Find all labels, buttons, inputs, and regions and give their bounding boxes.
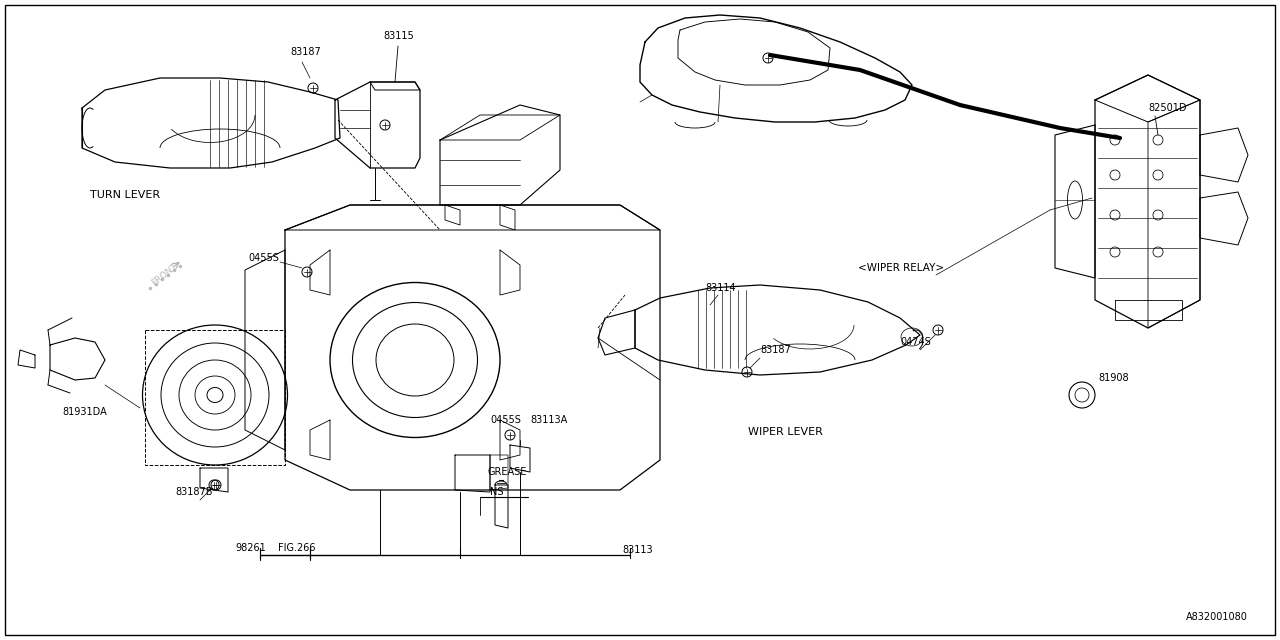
Text: 83187: 83187 (760, 345, 791, 355)
Text: 98261: 98261 (236, 543, 266, 553)
Text: 0474S: 0474S (900, 337, 931, 347)
Text: 81908: 81908 (1098, 373, 1129, 383)
Text: 83113A: 83113A (530, 415, 567, 425)
Text: <WIPER RELAY>: <WIPER RELAY> (858, 263, 945, 273)
Text: 83113: 83113 (622, 545, 653, 555)
Text: 83115: 83115 (383, 31, 413, 41)
Text: 82501D: 82501D (1148, 103, 1187, 113)
Text: 0455S: 0455S (490, 415, 521, 425)
Text: 0455S: 0455S (248, 253, 279, 263)
Text: FRONT: FRONT (150, 262, 179, 288)
Text: FIG.266: FIG.266 (278, 543, 315, 553)
Text: GREASE: GREASE (488, 467, 527, 477)
Text: 83187B: 83187B (175, 487, 212, 497)
Text: TURN LEVER: TURN LEVER (90, 190, 160, 200)
Text: A832001080: A832001080 (1187, 612, 1248, 622)
Text: 81931DA: 81931DA (61, 407, 106, 417)
Text: 83114: 83114 (705, 283, 736, 293)
Text: WIPER LEVER: WIPER LEVER (748, 427, 823, 437)
Text: NS: NS (490, 487, 503, 497)
Text: 83187: 83187 (291, 47, 321, 57)
